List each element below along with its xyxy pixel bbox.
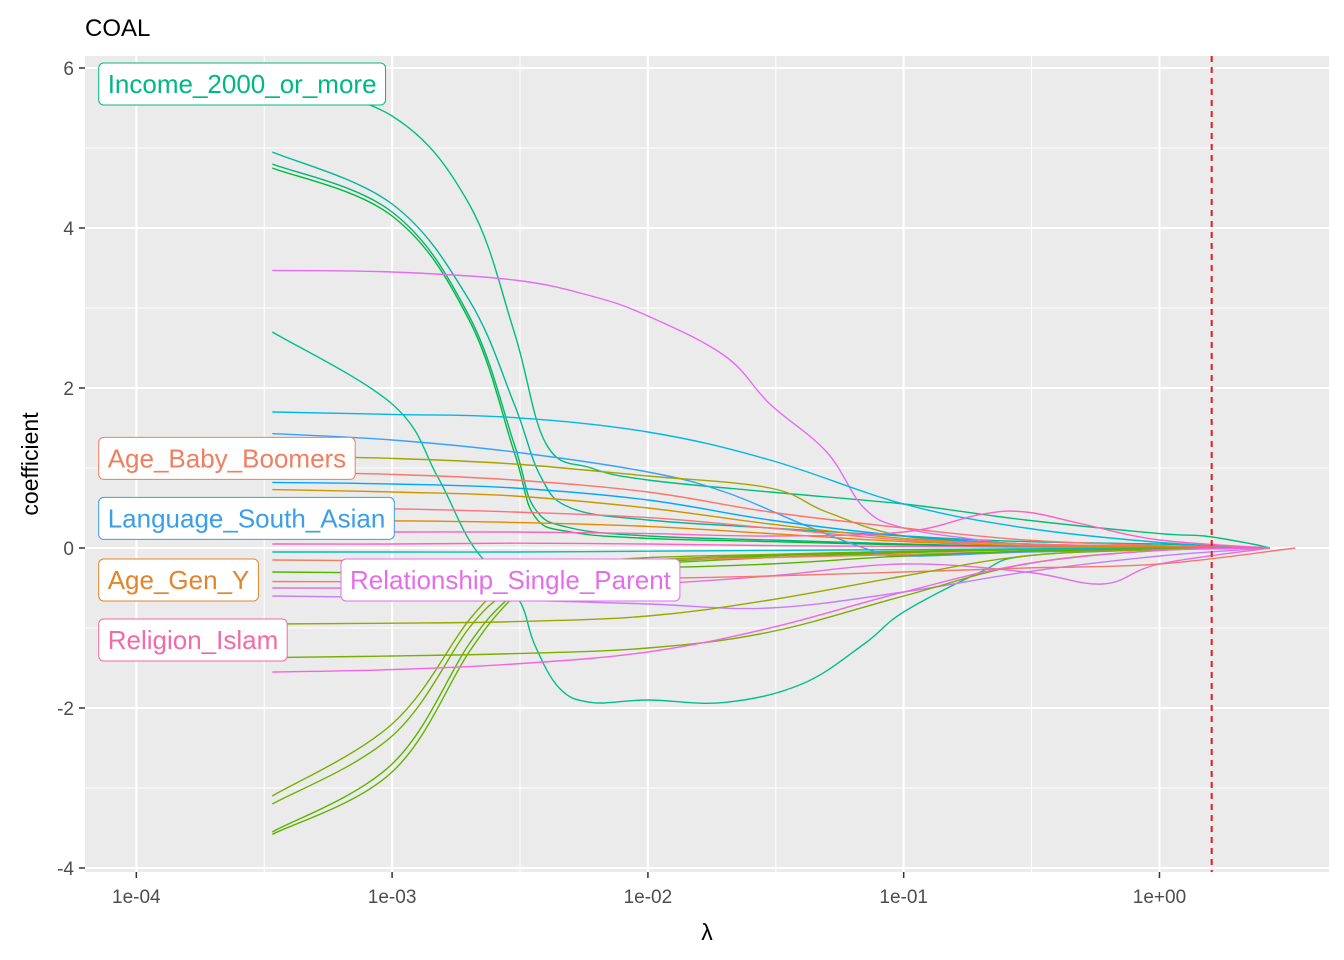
y-tick-label: -4 [57,859,74,880]
series-labels: Income_2000_or_more Age_Baby_Boomers Langu… [98,62,681,662]
series-line-21 [272,547,1270,553]
series-line-29 [272,547,1270,673]
series-label-box [98,496,395,540]
series-line-5 [271,331,1270,704]
y-tick-label: 4 [63,219,74,240]
x-tick-label: 1e-02 [624,887,673,908]
series-line-14 [272,471,1270,549]
x-tick-label: 1e-01 [879,887,928,908]
y-tick-label: 6 [63,59,74,80]
series-label-box [98,62,387,106]
series-label-6: Religion_Islam [98,618,288,662]
series-line-11 [272,411,1270,549]
series-label-text: Relationship_Single_Parent [350,565,672,595]
x-tick-label: 1e+00 [1133,887,1186,908]
y-tick-label: 2 [63,379,74,400]
series-label-text: Language_South_Asian [108,503,386,533]
y-tick-label: -2 [57,699,74,720]
series-label-text: Age_Baby_Boomers [108,443,346,473]
series-line-18 [272,519,1270,549]
x-tick-label: 1e-03 [368,887,417,908]
series-label-text: Age_Gen_Y [108,565,250,595]
axes: 1e-04 1e-03 1e-02 1e-01 1e+00 -4 -2 0 2 4 6 [57,59,1186,908]
x-tick-label: 1e-04 [112,887,161,908]
series-label-5: Relationship_Single_Parent [340,558,681,602]
chart-title: COAL [85,15,150,42]
series-label-box [98,618,288,662]
series-label-text: Religion_Islam [108,625,279,655]
series-label-1: Income_2000_or_more [98,62,387,106]
series-label-box [98,558,259,602]
y-axis-title: coefficient [17,412,43,516]
series-label-4: Age_Gen_Y [98,558,259,602]
series-label-2: Age_Baby_Boomers [98,436,356,480]
series-label-3: Language_South_Asian [98,496,395,540]
series-line-27 [272,547,1270,625]
x-axis-title: λ [701,919,713,945]
series-line-19 [272,510,1270,549]
series-label-box [98,436,356,480]
series-label-box [340,558,681,602]
series-label-text: Income_2000_or_more [108,69,377,99]
y-tick-label: 0 [63,539,74,560]
series-line-1 [272,79,1270,549]
